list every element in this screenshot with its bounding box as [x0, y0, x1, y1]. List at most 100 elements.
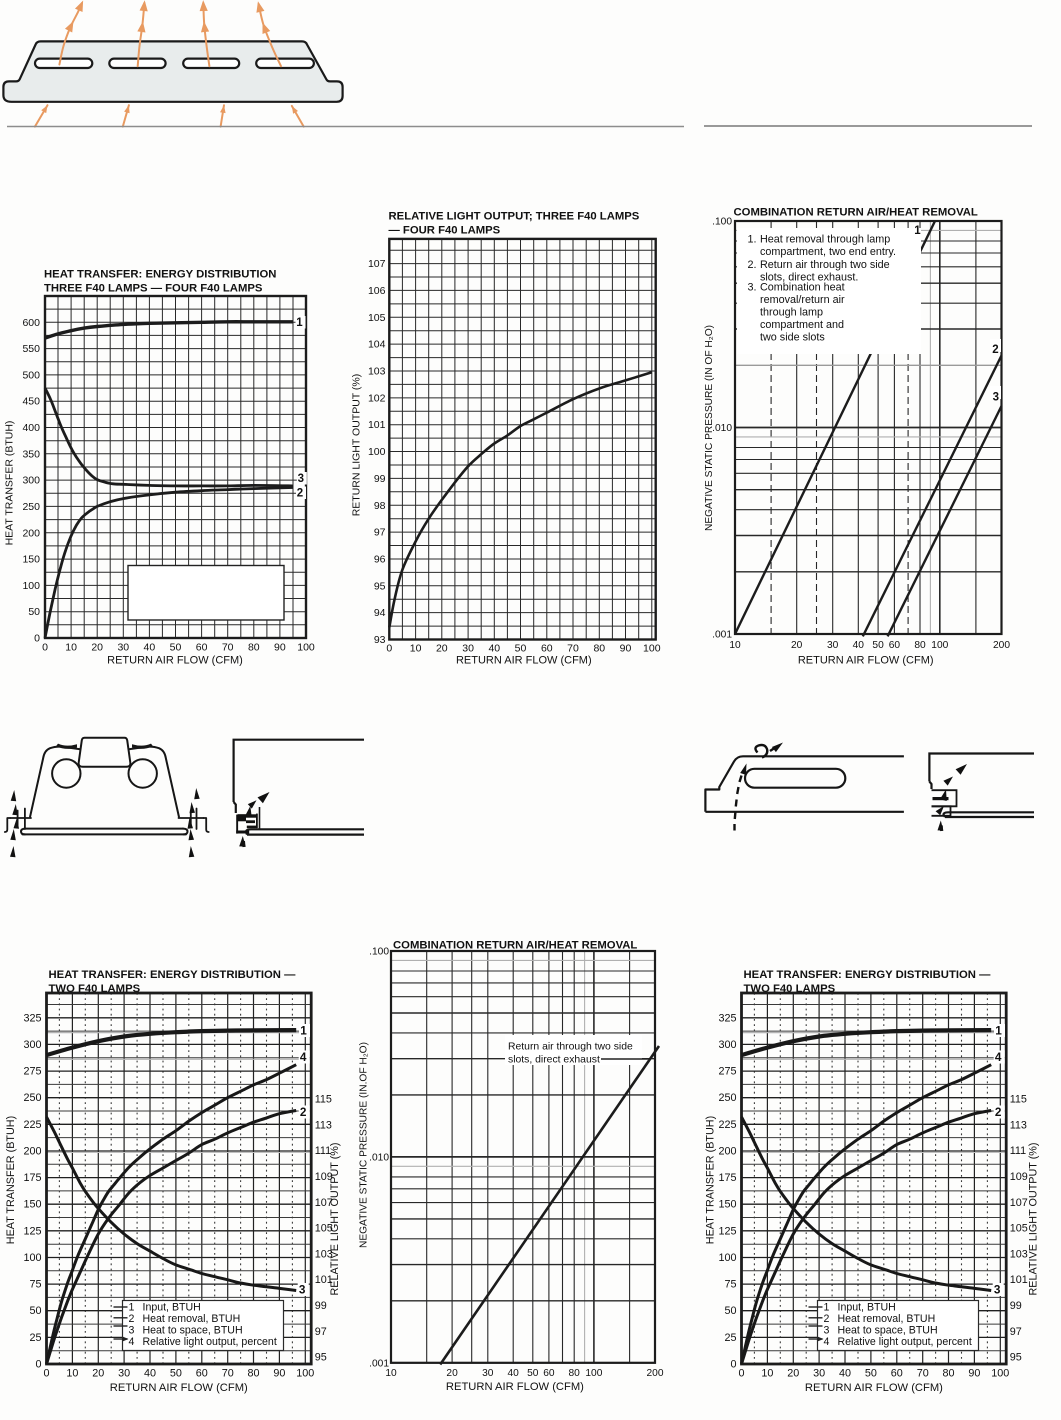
svg-text:40: 40 [488, 643, 500, 655]
svg-text:RETURN AIR FLOW (CFM): RETURN AIR FLOW (CFM) [446, 1381, 584, 1393]
svg-text:100: 100 [23, 1252, 41, 1264]
svg-text:— FOUR F40 LAMPS: — FOUR F40 LAMPS [389, 225, 501, 237]
svg-text:40: 40 [839, 1368, 851, 1380]
svg-text:60: 60 [196, 1368, 208, 1380]
svg-text:90: 90 [968, 1368, 980, 1380]
svg-text:THREE F40 LAMPS — FOUR F40 LAM: THREE F40 LAMPS — FOUR F40 LAMPS [44, 283, 263, 295]
svg-text:COMBINATION RETURN AIR/HEAT RE: COMBINATION RETURN AIR/HEAT REMOVAL [393, 940, 637, 952]
svg-text:Input, BTUH: Input, BTUH [838, 1301, 896, 1313]
svg-text:150: 150 [718, 1199, 736, 1211]
svg-text:3: 3 [129, 1324, 135, 1336]
svg-text:50: 50 [28, 606, 40, 618]
svg-text:0: 0 [738, 1368, 744, 1380]
svg-text:40: 40 [508, 1368, 520, 1379]
svg-text:250: 250 [23, 1092, 41, 1104]
svg-text:115: 115 [1010, 1094, 1027, 1106]
svg-text:70: 70 [222, 1368, 234, 1380]
svg-text:4: 4 [824, 1336, 830, 1348]
svg-text:175: 175 [23, 1172, 41, 1184]
svg-text:slots, direct exhaust: slots, direct exhaust [508, 1055, 600, 1066]
svg-text:150: 150 [22, 554, 40, 566]
svg-text:20: 20 [92, 1368, 104, 1380]
svg-text:.001: .001 [369, 1358, 389, 1369]
svg-text:111: 111 [315, 1145, 331, 1157]
svg-text:600: 600 [22, 317, 40, 329]
svg-text:HEAT TRANSFER: ENERGY DISTRIBU: HEAT TRANSFER: ENERGY DISTRIBUTION — [49, 969, 297, 981]
svg-text:RETURN AIR FLOW (CFM): RETURN AIR FLOW (CFM) [805, 1382, 943, 1394]
svg-text:removal/return air: removal/return air [760, 294, 845, 306]
svg-text:60: 60 [543, 1368, 555, 1379]
svg-text:compartment, two end entry.: compartment, two end entry. [760, 246, 896, 258]
svg-text:2: 2 [992, 344, 998, 356]
svg-text:70: 70 [222, 642, 234, 654]
svg-text:125: 125 [718, 1225, 736, 1237]
svg-text:300: 300 [23, 1039, 41, 1051]
svg-text:RETURN AIR FLOW (CFM): RETURN AIR FLOW (CFM) [798, 655, 934, 667]
svg-text:50: 50 [170, 1368, 182, 1380]
svg-text:98: 98 [374, 500, 386, 512]
svg-text:50: 50 [29, 1305, 41, 1317]
svg-text:113: 113 [315, 1119, 332, 1131]
svg-text:109: 109 [1010, 1171, 1028, 1183]
svg-text:100: 100 [643, 643, 661, 655]
svg-text:175: 175 [718, 1172, 736, 1184]
svg-text:2: 2 [297, 488, 303, 500]
svg-text:80: 80 [247, 1368, 259, 1380]
svg-text:0: 0 [35, 1359, 41, 1371]
svg-text:compartment and: compartment and [760, 319, 844, 331]
svg-text:500: 500 [22, 369, 40, 381]
svg-text:Heat to space, BTUH: Heat to space, BTUH [143, 1324, 243, 1336]
svg-text:0: 0 [730, 1359, 736, 1371]
svg-text:Return air through two side: Return air through two side [760, 259, 890, 271]
svg-text:HEAT TRANSFER (BTUH): HEAT TRANSFER (BTUH) [705, 1116, 717, 1244]
svg-text:40: 40 [144, 642, 156, 654]
svg-text:94: 94 [374, 607, 386, 619]
svg-text:80: 80 [914, 640, 926, 651]
svg-text:RETURN AIR FLOW (CFM): RETURN AIR FLOW (CFM) [107, 655, 243, 667]
svg-text:NEGATIVE STATIC PRESSURE (IN O: NEGATIVE STATIC PRESSURE (IN OF H₂O) [704, 325, 715, 531]
svg-text:50: 50 [170, 642, 182, 654]
svg-text:Return air through two side: Return air through two side [508, 1042, 633, 1053]
svg-text:3.: 3. [748, 282, 757, 294]
svg-text:30: 30 [118, 1368, 130, 1380]
svg-text:105: 105 [368, 312, 386, 324]
svg-text:125: 125 [23, 1225, 41, 1237]
svg-text:200: 200 [647, 1368, 664, 1379]
svg-text:275: 275 [23, 1066, 41, 1078]
svg-text:.010: .010 [712, 423, 732, 434]
svg-text:80: 80 [248, 642, 260, 654]
svg-text:1: 1 [129, 1301, 135, 1313]
svg-text:100: 100 [297, 642, 315, 654]
svg-text:300: 300 [718, 1039, 736, 1051]
svg-text:0: 0 [42, 642, 48, 654]
svg-text:104: 104 [368, 339, 386, 351]
svg-text:20: 20 [791, 640, 803, 651]
svg-text:75: 75 [29, 1279, 41, 1291]
svg-text:.100: .100 [712, 217, 732, 228]
svg-text:250: 250 [22, 501, 40, 513]
svg-text:70: 70 [917, 1368, 929, 1380]
svg-text:101: 101 [315, 1274, 333, 1286]
svg-text:0: 0 [34, 633, 40, 645]
svg-text:RELATIVE LIGHT OUTPUT; THREE F: RELATIVE LIGHT OUTPUT; THREE F40 LAMPS [389, 211, 640, 223]
svg-text:350: 350 [22, 448, 40, 460]
svg-text:20: 20 [91, 642, 103, 654]
svg-text:1: 1 [995, 1024, 1002, 1038]
svg-text:10: 10 [410, 643, 422, 655]
svg-text:HEAT TRANSFER (BTUH): HEAT TRANSFER (BTUH) [5, 1116, 17, 1244]
svg-text:150: 150 [23, 1199, 41, 1211]
svg-text:200: 200 [22, 527, 40, 539]
svg-text:HEAT TRANSFER: ENERGY DISTRIBU: HEAT TRANSFER: ENERGY DISTRIBUTION — [744, 969, 992, 981]
svg-text:RELATIVE LIGHT OUTPUT (%): RELATIVE LIGHT OUTPUT (%) [1028, 1143, 1040, 1296]
svg-text:300: 300 [22, 475, 40, 487]
svg-text:101: 101 [1010, 1274, 1028, 1286]
svg-text:2: 2 [824, 1313, 830, 1325]
svg-text:3: 3 [299, 1283, 306, 1297]
svg-text:90: 90 [273, 1368, 285, 1380]
svg-text:50: 50 [724, 1305, 736, 1317]
svg-text:30: 30 [813, 1368, 825, 1380]
svg-text:96: 96 [374, 554, 386, 566]
svg-text:102: 102 [368, 392, 386, 404]
svg-text:COMBINATION RETURN AIR/HEAT RE: COMBINATION RETURN AIR/HEAT REMOVAL [734, 207, 978, 219]
svg-text:325: 325 [23, 1012, 41, 1024]
